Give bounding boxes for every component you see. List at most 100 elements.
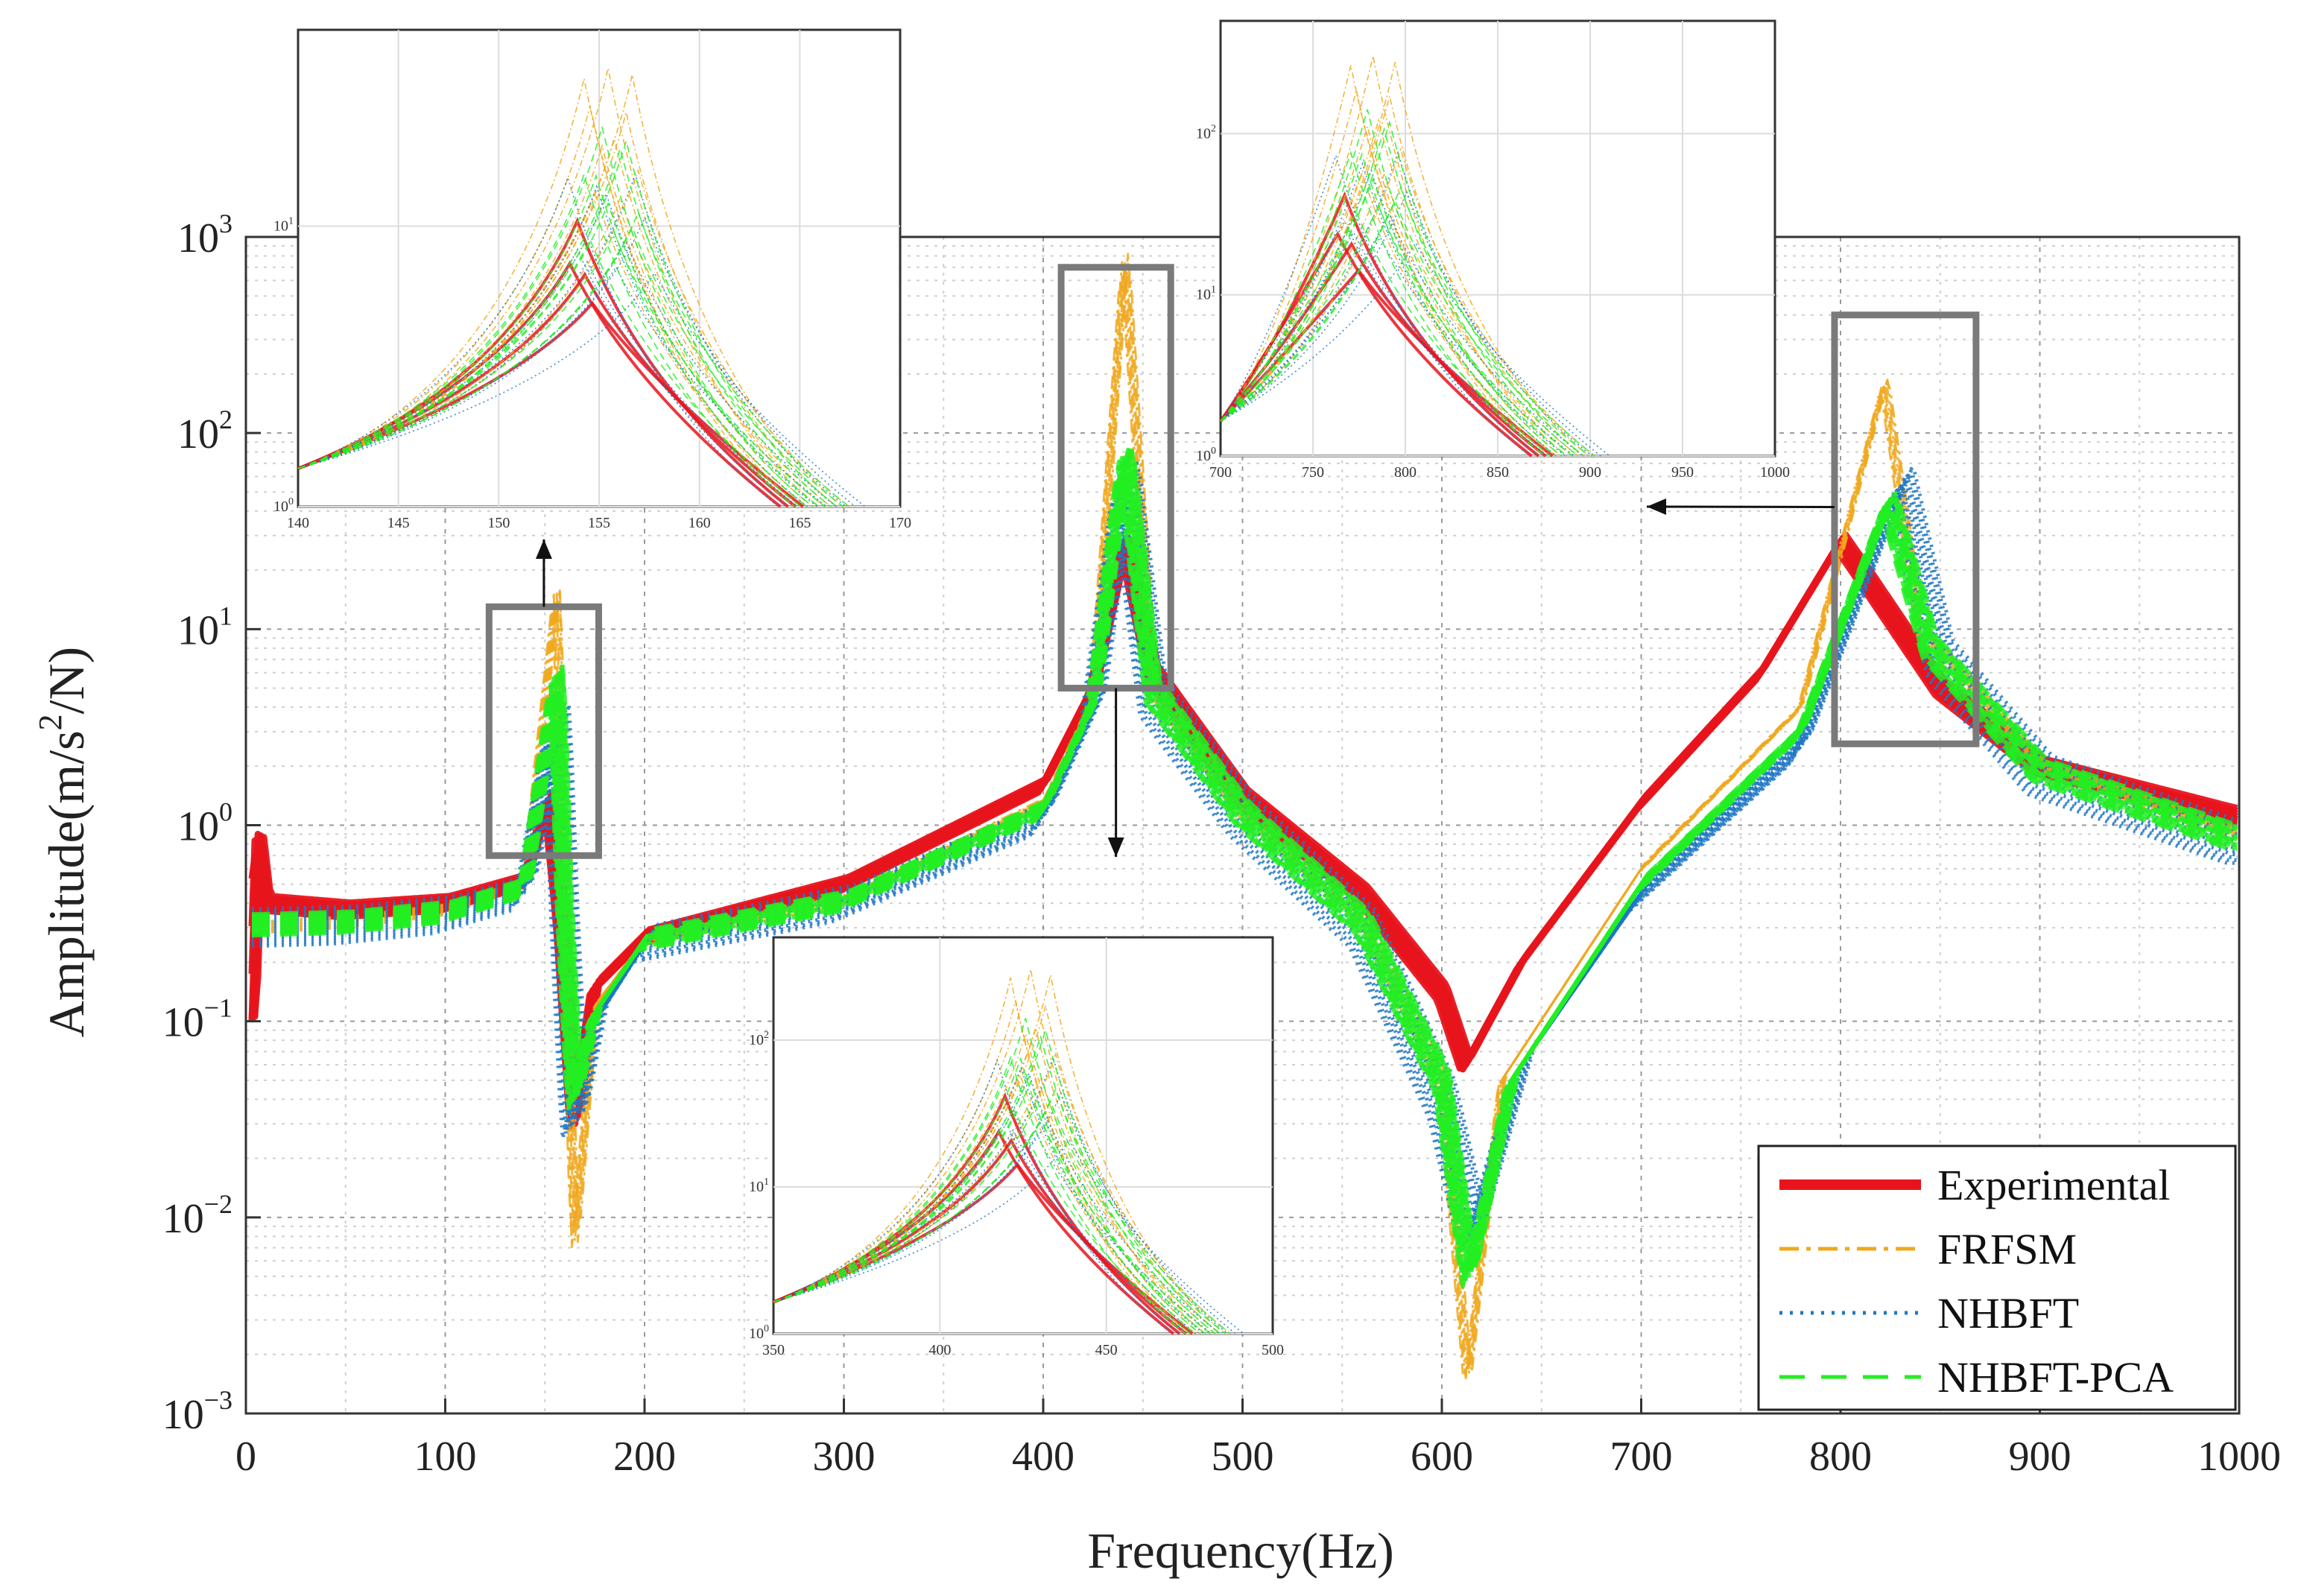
inset-second-mode-frame: [772, 936, 1274, 1335]
inset-y-tick-exponent: 0: [764, 1323, 769, 1334]
inset-first-mode-trace-frfsm: [297, 75, 844, 507]
y-tick-base: 10: [177, 215, 219, 262]
inset-y-tick-base: 10: [1196, 448, 1211, 464]
inset-third-mode-x-tick-label: 750: [1302, 464, 1324, 481]
y-tick-exponent: 0: [219, 797, 232, 827]
inset-y-tick-base: 10: [273, 218, 288, 235]
inset-third-mode-trace-nhbft-pca: [1220, 204, 1573, 457]
inset-third-mode-trace-experimental: [1219, 267, 1554, 457]
inset-third-mode-trace-nhbft-pca: [1220, 199, 1590, 457]
y-tick-label: 100: [177, 797, 232, 850]
plot-series: [248, 253, 2238, 1380]
inset-first-mode-trace-nhbft-pca: [297, 210, 849, 507]
inset-third-mode-trace-frfsm: [1220, 65, 1545, 457]
y-tick-base: 10: [177, 607, 219, 653]
inset-third-mode-trace-nhbft-pca: [1220, 109, 1563, 457]
inset-first-mode-trace-frfsm: [297, 78, 796, 507]
inset-third-mode-trace-nhbft: [1220, 220, 1539, 457]
inset-second-mode-trace-nhbft-pca: [773, 1087, 1231, 1334]
inset-third-mode-trace-frfsm: [1220, 62, 1590, 457]
inset-first-mode-trace-frfsm: [297, 196, 832, 507]
inset-third-mode-trace-frfsm: [1220, 147, 1595, 457]
inset-first-mode-trace-nhbft-pca: [297, 231, 826, 507]
inset-third-mode-y-tick-label: 102: [1196, 123, 1216, 142]
inset-third-mode-y-tick-label: 101: [1196, 285, 1216, 303]
inset-third-mode-trace-nhbft-pca: [1220, 177, 1568, 457]
arrow-to-inset-second-mode-head: [1107, 837, 1124, 857]
x-tick-label: 400: [1012, 1434, 1075, 1480]
legend: Experimental FRFSM NHBFT NHBFT-PCA: [1757, 1144, 2237, 1411]
legend-label-experimental: Experimental: [1937, 1161, 2170, 1209]
inset-third-mode-trace-frfsm: [1220, 118, 1573, 457]
inset-y-tick-exponent: 0: [288, 496, 294, 507]
y-tick-exponent: 3: [219, 209, 232, 238]
inset-third-mode-x-tick-label: 1000: [1760, 464, 1790, 481]
x-tick-label: 1000: [2197, 1434, 2281, 1480]
y-axis-label: Amplitude(m/s2/N): [32, 647, 95, 1037]
inset-second-mode-trace-nhbft-pca: [773, 1104, 1211, 1334]
inset-second-mode-trace-frfsm: [773, 978, 1186, 1334]
y-axis-label-sup: 2: [32, 714, 69, 730]
inset-third-mode-y-tick-label: 100: [1196, 446, 1216, 464]
inset-first-mode-trace-frfsm: [297, 168, 849, 507]
inset-y-tick-base: 10: [1196, 287, 1211, 303]
inset-second-mode-trace-nhbft-pca: [773, 1033, 1216, 1334]
inset-third-mode-trace-nhbft: [1220, 190, 1601, 457]
inset-first-mode-trace-nhbft: [297, 215, 856, 507]
inset-third-mode-x-tick-label: 800: [1394, 464, 1417, 481]
inset-second-mode-trace-nhbft: [773, 1065, 1197, 1334]
y-tick-label: 10−1: [162, 993, 232, 1046]
inset-first-mode-x-tick-label: 145: [387, 515, 410, 531]
inset-third-mode-trace-nhbft-pca: [1220, 127, 1579, 457]
inset-third-mode-x-tick-label: 950: [1671, 464, 1694, 481]
inset-second-mode-trace-nhbft: [773, 1092, 1236, 1334]
inset-first-mode-trace-nhbft: [297, 260, 799, 507]
inset-second-mode-trace-nhbft-pca: [773, 1110, 1191, 1334]
series-nhbft-pca: [251, 441, 2238, 1288]
y-tick-base: 10: [162, 1196, 204, 1242]
inset-y-tick-exponent: 1: [1211, 285, 1216, 296]
inset-second-mode-trace-nhbft-pca: [773, 1080, 1206, 1334]
inset-first-mode-x-tick-label: 170: [889, 515, 911, 531]
inset-third-mode-trace-nhbft: [1220, 168, 1566, 457]
series-trace-nhbft: [251, 488, 2238, 1249]
inset-third-mode-trace-frfsm: [1220, 171, 1557, 457]
inset-second-mode-trace-nhbft-pca: [773, 1018, 1201, 1334]
inset-third-mode-trace-frfsm: [1220, 95, 1584, 457]
y-tick-label: 101: [177, 601, 232, 653]
inset-second-mode-trace-frfsm: [773, 1000, 1191, 1334]
inset-y-tick-exponent: 0: [1211, 446, 1216, 457]
inset-first-mode-x-tick-label: 165: [788, 515, 811, 531]
y-tick-exponent: −1: [204, 993, 232, 1023]
inset-second-mode-trace-nhbft: [773, 1128, 1189, 1334]
x-tick-label: 300: [813, 1434, 876, 1480]
inset-y-tick-base: 10: [749, 1032, 764, 1048]
y-axis-label-main: Amplitude(m/s: [38, 730, 95, 1037]
inset-third-mode-trace-nhbft-pca: [1220, 152, 1557, 457]
inset-third-mode-trace-nhbft: [1220, 241, 1610, 457]
x-tick-label: 200: [613, 1434, 676, 1480]
y-tick-label: 10−2: [162, 1189, 232, 1242]
inset-first-mode-trace-nhbft: [297, 271, 866, 507]
inset-first-mode-x-tick-label: 150: [487, 515, 510, 531]
x-tick-label: 700: [1610, 1434, 1673, 1480]
series-trace-nhbft-pca: [252, 449, 2238, 1264]
inset-first-mode-trace-frfsm: [297, 112, 838, 507]
inset-third-mode-trace-nhbft-pca: [1220, 151, 1545, 457]
inset-first-mode-x-tick-label: 155: [588, 515, 610, 531]
y-tick-base: 10: [162, 1000, 204, 1046]
inset-first-mode-y-tick-label: 100: [273, 496, 294, 515]
x-axis-label: Frequency(Hz): [1087, 1522, 1394, 1579]
x-tick-label: 0: [235, 1434, 256, 1480]
legend-label-nhbft-pca: NHBFT-PCA: [1937, 1353, 2174, 1402]
arrow-to-inset-first-mode-head: [535, 539, 552, 559]
y-tick-exponent: 1: [219, 601, 232, 630]
x-tick-label: 800: [1809, 1434, 1872, 1480]
inset-y-tick-base: 10: [749, 1179, 764, 1195]
inset-third-mode-trace-nhbft: [1220, 151, 1592, 457]
inset-third-mode-x-tick-label: 900: [1579, 464, 1601, 481]
